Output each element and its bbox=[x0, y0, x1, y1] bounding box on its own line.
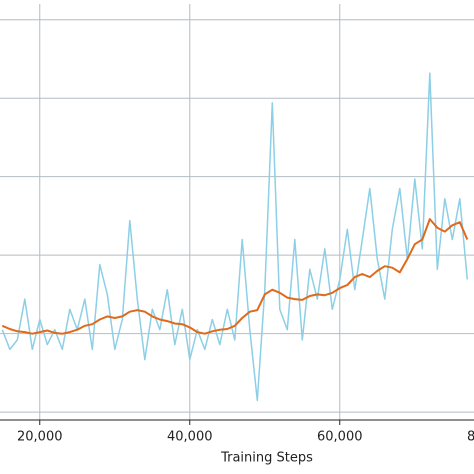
x-tick-label: 40,000 bbox=[167, 430, 213, 445]
x-tick-label: 80,000 bbox=[467, 430, 474, 445]
series-line bbox=[1, 218, 469, 335]
series-line bbox=[1, 72, 469, 402]
x-tick-label: 60,000 bbox=[317, 430, 363, 445]
x-tick-label: 20,000 bbox=[17, 430, 63, 445]
x-axis-label: Training Steps bbox=[220, 451, 313, 466]
